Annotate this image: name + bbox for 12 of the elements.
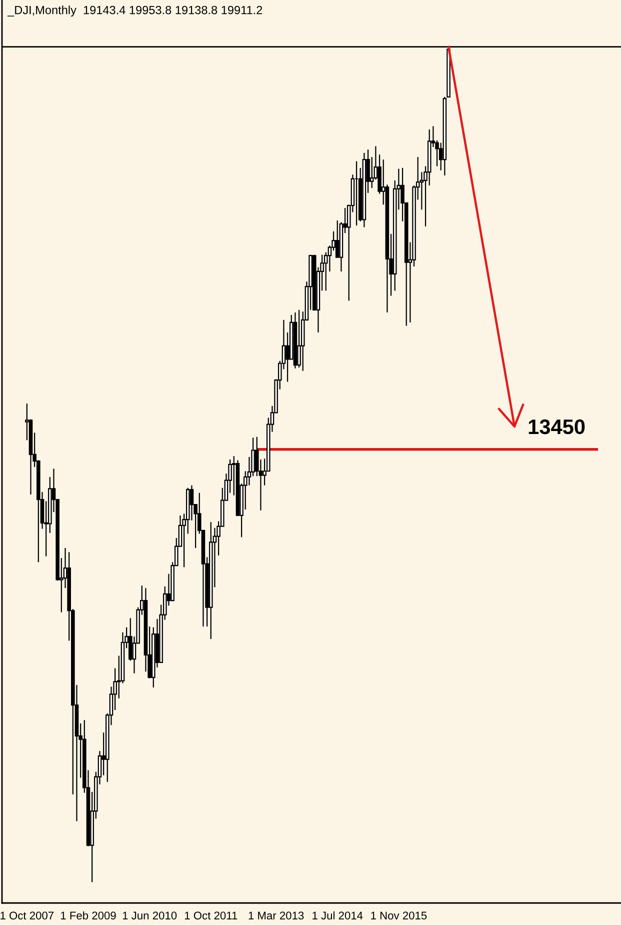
candlestick <box>335 220 340 258</box>
x-tick-label: 1 Jun 2010 <box>122 912 177 920</box>
x-tick-label: 1 Oct 2007 <box>0 912 54 920</box>
x-tick-label: 1 Mar 2013 <box>248 912 304 920</box>
x-tick-label: 1 Oct 2011 <box>184 912 238 920</box>
chart-title: _DJI,Monthly 19143.4 19953.8 19138.8 19911.2 <box>7 6 262 17</box>
x-tick-label: 1 Jul 2014 <box>312 911 363 920</box>
candlestick <box>190 484 194 521</box>
annotation: 13450 <box>528 419 585 434</box>
x-tick-label: 1 Feb 2009 <box>60 911 116 920</box>
x-tick-label: 1 Nov 2015 <box>371 912 427 920</box>
candlestick <box>297 309 301 368</box>
